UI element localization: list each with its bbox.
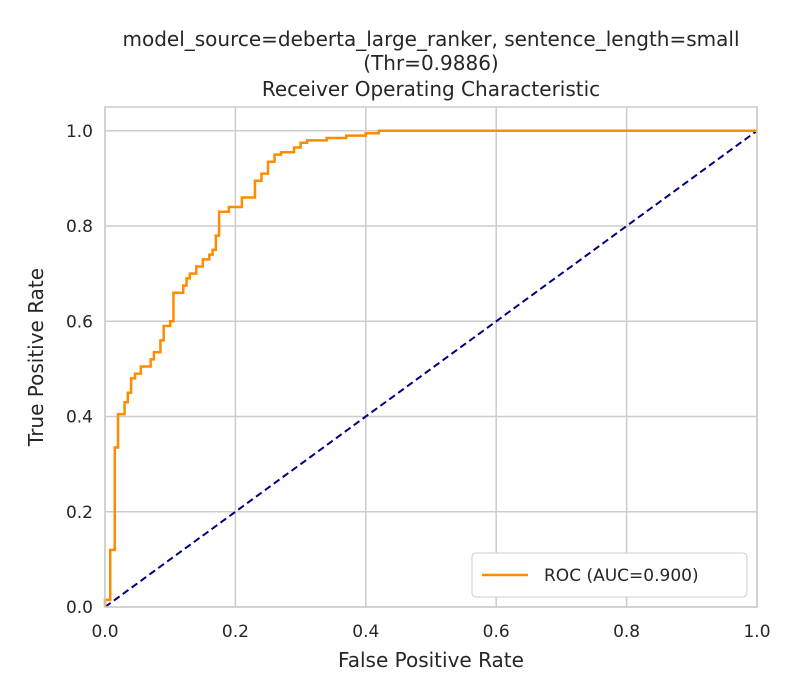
legend-box: [471, 552, 748, 598]
chance-diagonal-line: [104, 130, 758, 608]
y-tick-label: 0.0: [66, 598, 93, 618]
title-line-1: model_source=deberta_large_ranker, sente…: [122, 27, 739, 51]
y-tick-label: 0.2: [66, 503, 93, 523]
y-tick-labels: 0.0 0.2 0.4 0.6 0.8 1.0: [66, 122, 93, 618]
x-tick-label: 0.0: [91, 622, 118, 642]
y-axis-label: True Positive Rate: [24, 268, 48, 447]
y-tick-label: 1.0: [66, 122, 93, 142]
series-layer: [103, 129, 758, 608]
y-tick-label: 0.8: [66, 217, 93, 237]
x-tick-label: 0.8: [613, 622, 640, 642]
title-line-3: Receiver Operating Characteristic: [262, 77, 600, 101]
x-tick-label: 0.2: [222, 622, 249, 642]
chart-title: model_source=deberta_large_ranker, sente…: [122, 27, 739, 101]
x-tick-label: 0.4: [352, 622, 379, 642]
plot-background: [105, 107, 757, 607]
x-axis-label: False Positive Rate: [338, 648, 524, 672]
x-tick-labels: 0.0 0.2 0.4 0.6 0.8 1.0: [91, 622, 770, 642]
legend-roc-label: ROC (AUC=0.900): [544, 566, 699, 586]
title-line-2: (Thr=0.9886): [363, 51, 498, 75]
x-tick-label: 1.0: [743, 622, 770, 642]
plot-frame: [104, 106, 758, 608]
y-tick-label: 0.6: [66, 312, 93, 332]
y-tick-label: 0.4: [66, 408, 93, 428]
legend: ROC (AUC=0.900): [471, 552, 748, 598]
roc-curve-line: [103, 129, 757, 607]
x-tick-label: 0.6: [483, 622, 510, 642]
